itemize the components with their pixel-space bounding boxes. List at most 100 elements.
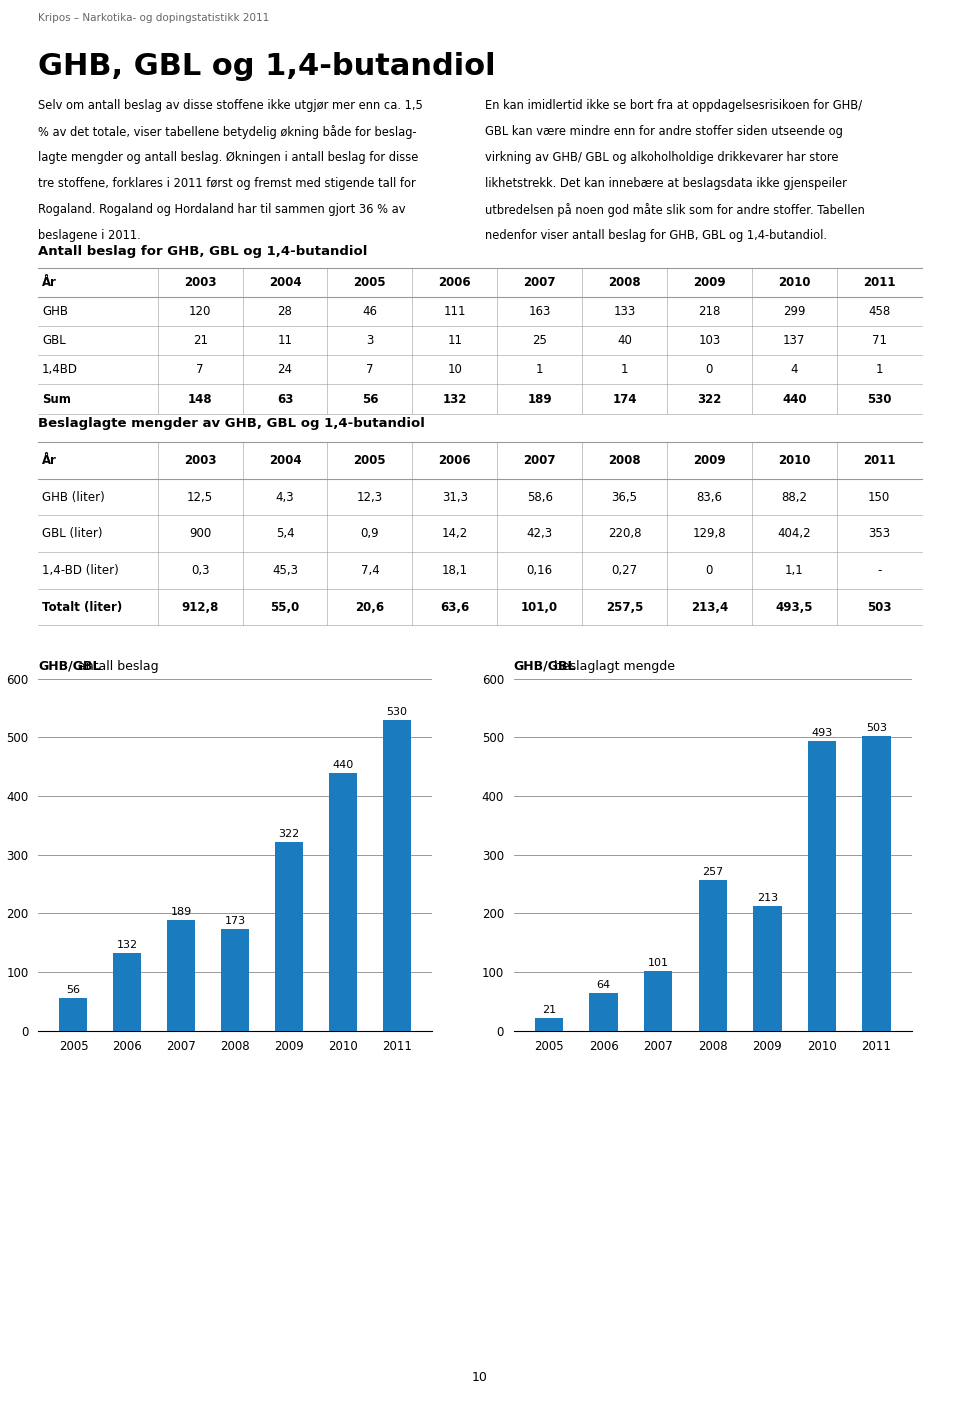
Text: 20,6: 20,6 <box>355 601 385 614</box>
Text: 322: 322 <box>697 393 722 406</box>
Text: 1,4BD: 1,4BD <box>42 363 78 376</box>
Text: 218: 218 <box>698 306 721 318</box>
Bar <box>644 972 672 1031</box>
Text: 2003: 2003 <box>184 453 216 467</box>
Text: 257: 257 <box>702 867 724 877</box>
Text: 2011: 2011 <box>863 453 896 467</box>
Bar <box>60 998 87 1031</box>
Text: 111: 111 <box>444 306 466 318</box>
Text: 11: 11 <box>447 334 463 348</box>
Text: GHB, GBL og 1,4-butandiol: GHB, GBL og 1,4-butandiol <box>38 52 496 80</box>
Text: År: År <box>42 453 57 467</box>
Text: 83,6: 83,6 <box>696 490 723 504</box>
Text: 0,27: 0,27 <box>612 565 637 577</box>
Text: 2004: 2004 <box>269 453 301 467</box>
Text: GHB (liter): GHB (liter) <box>42 490 105 504</box>
Text: 133: 133 <box>613 306 636 318</box>
Text: 120: 120 <box>189 306 211 318</box>
Text: 257,5: 257,5 <box>606 601 643 614</box>
Text: 10: 10 <box>472 1370 488 1384</box>
Text: Rogaland. Rogaland og Hordaland har til sammen gjort 36 % av: Rogaland. Rogaland og Hordaland har til … <box>38 203 406 215</box>
Text: 912,8: 912,8 <box>181 601 219 614</box>
Text: 12,3: 12,3 <box>357 490 383 504</box>
Text: 189: 189 <box>171 907 192 917</box>
Text: 5,4: 5,4 <box>276 527 295 541</box>
Text: 2005: 2005 <box>353 453 386 467</box>
Text: 58,6: 58,6 <box>527 490 553 504</box>
Bar <box>754 905 781 1031</box>
Text: En kan imidlertid ikke se bort fra at oppdagelsesrisikoen for GHB/: En kan imidlertid ikke se bort fra at op… <box>485 99 862 111</box>
Text: 2006: 2006 <box>439 276 471 289</box>
Bar <box>276 842 303 1031</box>
Text: 440: 440 <box>332 759 353 770</box>
Text: 2009: 2009 <box>693 276 726 289</box>
Text: 56: 56 <box>362 393 378 406</box>
Text: 0,3: 0,3 <box>191 565 209 577</box>
Text: 10: 10 <box>447 363 463 376</box>
Text: GHB: GHB <box>42 306 68 318</box>
Text: 0,9: 0,9 <box>361 527 379 541</box>
Text: 14,2: 14,2 <box>442 527 468 541</box>
Text: 530: 530 <box>387 707 407 717</box>
Text: 163: 163 <box>529 306 551 318</box>
Text: tre stoffene, forklares i 2011 først og fremst med stigende tall for: tre stoffene, forklares i 2011 først og … <box>38 176 416 190</box>
Text: nedenfor viser antall beslag for GHB, GBL og 1,4-butandiol.: nedenfor viser antall beslag for GHB, GB… <box>485 228 827 242</box>
Text: 2010: 2010 <box>778 276 810 289</box>
Text: 36,5: 36,5 <box>612 490 637 504</box>
Bar <box>113 953 141 1031</box>
Text: 299: 299 <box>783 306 805 318</box>
Text: 1: 1 <box>536 363 543 376</box>
Text: Antall beslag for GHB, GBL og 1,4-butandiol: Antall beslag for GHB, GBL og 1,4-butand… <box>38 245 368 258</box>
Text: 55,0: 55,0 <box>271 601 300 614</box>
Text: 900: 900 <box>189 527 211 541</box>
Text: 132: 132 <box>117 941 138 950</box>
Text: År: År <box>42 276 57 289</box>
Text: 0: 0 <box>706 565 713 577</box>
Text: virkning av GHB/ GBL og alkoholholdige drikkevarer har store: virkning av GHB/ GBL og alkoholholdige d… <box>485 151 838 163</box>
Text: GHB/GBL: GHB/GBL <box>38 660 101 673</box>
Text: 189: 189 <box>527 393 552 406</box>
Text: lagte mengder og antall beslag. Økningen i antall beslag for disse: lagte mengder og antall beslag. Økningen… <box>38 151 419 163</box>
Text: 2007: 2007 <box>523 276 556 289</box>
Text: 56: 56 <box>66 984 81 995</box>
Text: beslaglagt mengde: beslaglagt mengde <box>550 660 675 673</box>
Bar <box>589 993 618 1031</box>
Text: 24: 24 <box>277 363 293 376</box>
Text: 18,1: 18,1 <box>442 565 468 577</box>
Text: 4,3: 4,3 <box>276 490 295 504</box>
Text: Beslaglagte mengder av GHB, GBL og 1,4-butandiol: Beslaglagte mengder av GHB, GBL og 1,4-b… <box>38 417 425 431</box>
Text: GBL (liter): GBL (liter) <box>42 527 103 541</box>
Text: 63: 63 <box>276 393 293 406</box>
Text: 45,3: 45,3 <box>272 565 298 577</box>
Text: 530: 530 <box>867 393 892 406</box>
Bar <box>862 735 891 1031</box>
Text: Sum: Sum <box>42 393 71 406</box>
Bar <box>329 773 357 1031</box>
Text: 64: 64 <box>596 980 611 990</box>
Text: 1: 1 <box>876 363 883 376</box>
Text: 174: 174 <box>612 393 636 406</box>
Text: 7: 7 <box>366 363 373 376</box>
Bar <box>167 919 195 1031</box>
Text: 440: 440 <box>782 393 806 406</box>
Text: 7: 7 <box>197 363 204 376</box>
Text: 404,2: 404,2 <box>778 527 811 541</box>
Text: Kripos – Narkotika- og dopingstatistikk 2011: Kripos – Narkotika- og dopingstatistikk … <box>38 13 270 24</box>
Text: 12,5: 12,5 <box>187 490 213 504</box>
Text: 148: 148 <box>188 393 212 406</box>
Text: 137: 137 <box>783 334 805 348</box>
Text: 88,2: 88,2 <box>781 490 807 504</box>
Text: 2011: 2011 <box>863 276 896 289</box>
Text: 493,5: 493,5 <box>776 601 813 614</box>
Text: 1: 1 <box>621 363 628 376</box>
Text: 0,16: 0,16 <box>527 565 553 577</box>
Text: Selv om antall beslag av disse stoffene ikke utgjør mer enn ca. 1,5: Selv om antall beslag av disse stoffene … <box>38 99 423 111</box>
Text: 42,3: 42,3 <box>527 527 553 541</box>
Bar <box>807 742 836 1031</box>
Text: likhetstrekk. Det kan innebære at beslagsdata ikke gjenspeiler: likhetstrekk. Det kan innebære at beslag… <box>485 176 847 190</box>
Text: 353: 353 <box>868 527 890 541</box>
Text: 7,4: 7,4 <box>361 565 379 577</box>
Text: 2006: 2006 <box>439 453 471 467</box>
Text: 2003: 2003 <box>184 276 216 289</box>
Text: 101: 101 <box>648 959 669 969</box>
